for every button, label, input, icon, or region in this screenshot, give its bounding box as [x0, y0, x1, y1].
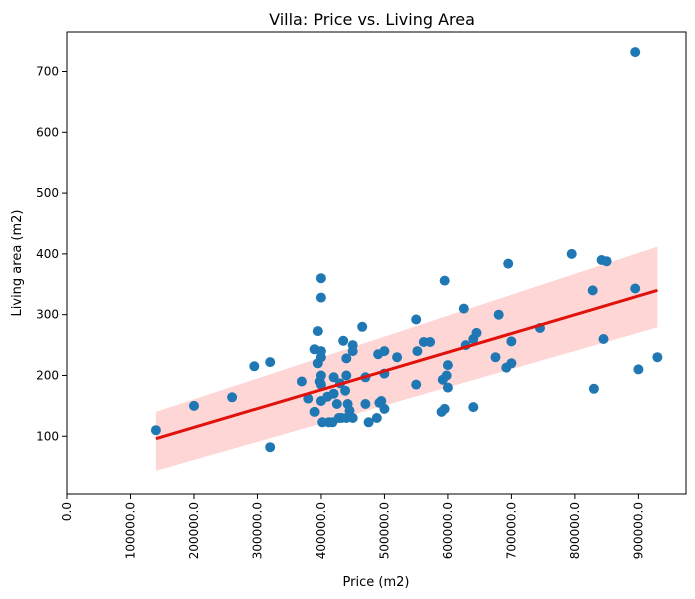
data-point	[265, 357, 276, 368]
data-point	[379, 403, 390, 414]
data-point	[328, 388, 339, 399]
data-point	[315, 379, 326, 390]
data-point	[340, 385, 351, 396]
data-point	[379, 346, 390, 357]
data-point	[503, 258, 514, 269]
data-point	[189, 400, 199, 411]
data-point	[506, 358, 517, 369]
x-tick-label: 500000.0	[377, 502, 391, 559]
x-tick-label: 200000.0	[187, 502, 201, 559]
data-point	[328, 372, 339, 383]
data-point	[315, 346, 326, 357]
data-point	[441, 370, 452, 381]
regression-line	[155, 288, 658, 441]
data-point	[439, 403, 450, 414]
data-point	[630, 283, 641, 294]
data-point	[296, 376, 307, 387]
y-axis-ticks: 100 200 300 400 500 600 700	[36, 65, 67, 443]
x-tick-label: 900000.0	[631, 502, 645, 559]
data-point	[442, 360, 453, 371]
data-point	[265, 442, 276, 453]
data-point	[341, 370, 352, 381]
data-point	[312, 326, 323, 337]
data-point	[587, 285, 598, 296]
y-axis-label: Living area (m2)	[10, 210, 25, 317]
data-point	[471, 327, 482, 338]
data-point	[360, 399, 371, 409]
x-tick-label: 600000.0	[441, 502, 455, 559]
data-point	[357, 321, 368, 332]
data-point	[371, 413, 382, 423]
data-point	[315, 370, 326, 381]
data-point	[588, 383, 599, 394]
x-tick-label: 300000.0	[251, 502, 265, 559]
data-point	[493, 309, 504, 320]
data-point	[249, 361, 260, 372]
y-tick-label: 300	[36, 308, 59, 322]
x-tick-label: 0.0	[60, 502, 74, 521]
y-tick-label: 500	[36, 186, 59, 200]
y-tick-label: 100	[36, 429, 59, 443]
data-point	[439, 275, 450, 286]
plot-frame	[66, 31, 687, 495]
data-point	[598, 334, 609, 344]
y-tick-label: 200	[36, 368, 59, 382]
data-point	[566, 248, 577, 259]
data-point	[412, 346, 423, 357]
regression-line-group	[155, 288, 658, 441]
data-point	[315, 292, 326, 303]
y-tick-label: 600	[36, 125, 59, 139]
x-tick-label: 400000.0	[314, 502, 328, 559]
data-point	[363, 417, 374, 428]
x-tick-label: 800000.0	[568, 502, 582, 559]
x-axis-ticks: 0.0 100000.0 200000.0 300000.0 400000.0 50000…	[60, 494, 645, 559]
chart-title: Villa: Price vs. Living Area	[269, 10, 475, 29]
data-point	[652, 352, 663, 363]
data-point	[490, 352, 501, 363]
data-point	[227, 392, 238, 403]
data-point	[150, 425, 161, 436]
data-point	[411, 314, 422, 325]
data-point	[506, 336, 517, 347]
x-tick-label: 100000.0	[124, 502, 138, 559]
data-point	[425, 337, 436, 347]
y-tick-label: 700	[36, 65, 59, 79]
data-point	[315, 273, 326, 284]
data-point	[468, 402, 479, 413]
y-tick-label: 400	[36, 247, 59, 261]
data-point	[341, 353, 352, 364]
data-point	[630, 47, 641, 58]
data-point	[601, 256, 612, 267]
x-axis-label: Price (m2)	[343, 575, 410, 590]
data-point	[338, 335, 349, 346]
data-point	[633, 364, 644, 375]
data-point	[442, 382, 453, 393]
data-point	[458, 303, 469, 314]
data-points	[150, 47, 663, 453]
data-point	[392, 352, 403, 363]
data-point	[331, 399, 342, 409]
data-point	[303, 393, 314, 404]
confidence-band-area	[155, 246, 658, 471]
data-point	[347, 346, 358, 357]
confidence-band	[155, 246, 658, 471]
data-point	[376, 396, 387, 406]
data-point	[411, 379, 422, 390]
data-point	[309, 406, 320, 417]
x-tick-label: 700000.0	[504, 502, 518, 559]
data-point	[347, 413, 358, 423]
